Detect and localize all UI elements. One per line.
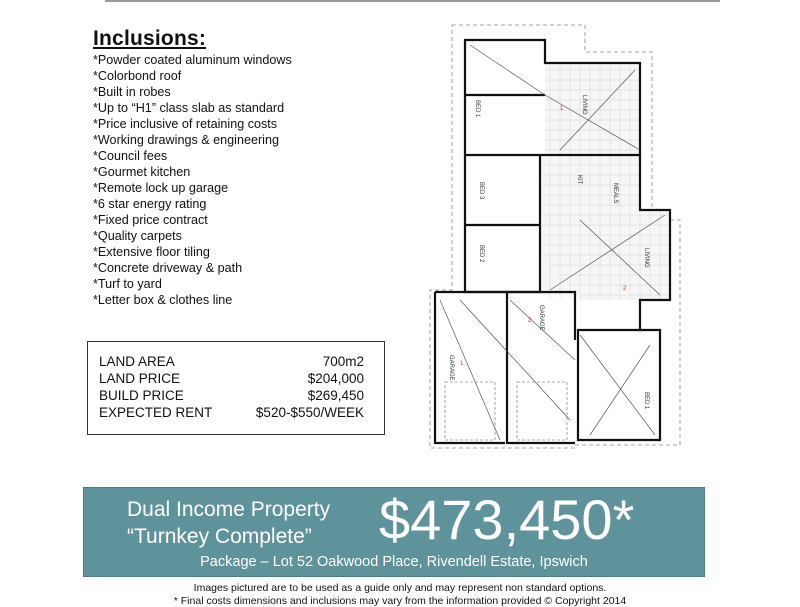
room-label-meals: MEALS [612, 183, 618, 203]
room-label-bed1-unit2: BED 1 [643, 392, 649, 410]
inclusions-title: Inclusions: [93, 27, 207, 50]
inclusion-item: *Powder coated aluminum windows [93, 53, 292, 67]
floor-plan: BED 1 LIVING 1 BED 3 BED 2 KIT MEALS LIV… [429, 24, 681, 449]
fact-build-price: BUILD PRICE $269,450 [99, 387, 364, 404]
boundary-dashes [429, 24, 681, 449]
room-number-living2: 2 [623, 286, 627, 292]
roof-lines [439, 44, 666, 441]
inclusion-item: *Working drawings & engineering [93, 133, 279, 147]
room-label-garage2: GARAGE [538, 305, 544, 331]
fact-value: $204,000 [307, 371, 364, 386]
garage-doors [444, 381, 568, 441]
fact-label: BUILD PRICE [99, 388, 184, 403]
room-label-kit: KIT [576, 175, 582, 185]
banner-price: $473,450* [379, 488, 635, 551]
price-banner: Dual Income Property “Turnkey Complete” … [83, 487, 705, 577]
property-facts-box: LAND AREA 700m2 LAND PRICE $204,000 BUIL… [87, 341, 385, 435]
inclusion-item: *Gourmet kitchen [93, 165, 191, 179]
inclusion-item: *Concrete driveway & path [93, 261, 243, 275]
inclusion-item: *Quality carpets [93, 229, 182, 243]
top-divider [105, 0, 720, 2]
inclusion-item: *Extensive floor tiling [93, 245, 210, 259]
room-number-garage2: 2 [528, 318, 532, 324]
banner-package: Package – Lot 52 Oakwood Place, Rivendel… [200, 554, 588, 570]
room-label-bed2: BED 2 [478, 245, 484, 263]
banner-subheadline: “Turnkey Complete” [127, 525, 312, 548]
inclusion-item: *Letter box & clothes line [93, 293, 233, 307]
inclusion-item: *Council fees [93, 149, 168, 163]
disclaimer-line-2: * Final costs dimensions and inclusions … [173, 595, 627, 607]
room-number-garage1: 1 [460, 361, 464, 367]
inclusion-item: *Up to “H1” class slab as standard [93, 101, 285, 115]
fact-value: $520-$550/WEEK [255, 405, 364, 420]
inclusion-item: *Colorbond roof [93, 69, 182, 83]
inclusion-item: *Remote lock up garage [93, 181, 229, 195]
room-label-garage1: GARAGE [448, 355, 454, 381]
inclusion-item: *Fixed price contract [93, 213, 208, 227]
room-label-living2: LIVING [643, 248, 649, 268]
inclusion-item: *Built in robes [93, 85, 171, 99]
walls [433, 38, 672, 445]
room-label-bed3: BED 3 [478, 182, 484, 200]
room-label-living1: LIVING [581, 95, 587, 115]
inclusion-item: *6 star energy rating [93, 197, 207, 211]
room-number-living1: 1 [560, 106, 564, 112]
fact-land-area: LAND AREA 700m2 [99, 353, 364, 370]
disclaimer-line-1: Images pictured are to be used as a guid… [193, 582, 607, 594]
fact-value: 700m2 [322, 354, 364, 369]
inclusions-list: *Powder coated aluminum windows *Colorbo… [93, 52, 292, 308]
fact-label: LAND PRICE [99, 371, 181, 386]
fact-expected-rent: EXPECTED RENT $520-$550/WEEK [99, 404, 364, 421]
fact-label: EXPECTED RENT [99, 405, 213, 420]
fact-label: LAND AREA [99, 354, 175, 369]
inclusion-item: *Price inclusive of retaining costs [93, 117, 278, 131]
inclusion-item: *Turf to yard [93, 277, 162, 291]
room-label-bed1: BED 1 [474, 100, 480, 118]
fact-land-price: LAND PRICE $204,000 [99, 370, 364, 387]
banner-headline: Dual Income Property [127, 498, 331, 521]
floor-tiles [540, 63, 670, 300]
fact-value: $269,450 [307, 388, 364, 403]
